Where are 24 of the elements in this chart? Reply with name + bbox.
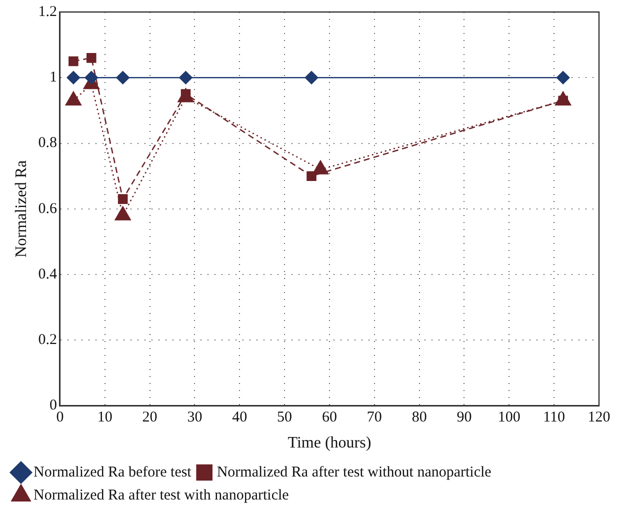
x-tick-label: 100 — [498, 410, 520, 426]
x-tick-label: 80 — [412, 410, 427, 426]
y-tick-label: 0 — [49, 398, 57, 414]
x-tick-label: 20 — [142, 410, 158, 426]
x-tick-label: 30 — [187, 410, 202, 426]
x-axis-title: Time (hours) — [288, 434, 372, 452]
y-tick-label: 1.2 — [38, 4, 57, 20]
x-tick-label: 50 — [277, 410, 292, 426]
y-tick-label: 0.6 — [38, 200, 58, 217]
x-tick-label: 70 — [366, 410, 382, 426]
x-tick-label: 120 — [588, 410, 610, 426]
legend-label: Normalized Ra after test without nanoparticle — [216, 464, 492, 480]
x-tick-label: 10 — [97, 410, 112, 426]
legend-label: Normalized Ra before test — [34, 464, 192, 480]
x-tick-label: 40 — [232, 410, 248, 426]
x-tick-label: 60 — [322, 410, 337, 426]
x-tick-label: 110 — [543, 410, 566, 426]
y-axis-title: Normalized Ra — [12, 160, 30, 258]
y-tick-label: 1 — [49, 70, 57, 86]
y-tick-label: 0.8 — [38, 135, 57, 152]
y-tick-label: 0.4 — [38, 266, 58, 282]
y-tick-label: 0.2 — [38, 332, 57, 348]
x-tick-label: 90 — [456, 410, 472, 426]
legend-label: Normalized Ra after test with nanoparticle — [34, 487, 290, 504]
